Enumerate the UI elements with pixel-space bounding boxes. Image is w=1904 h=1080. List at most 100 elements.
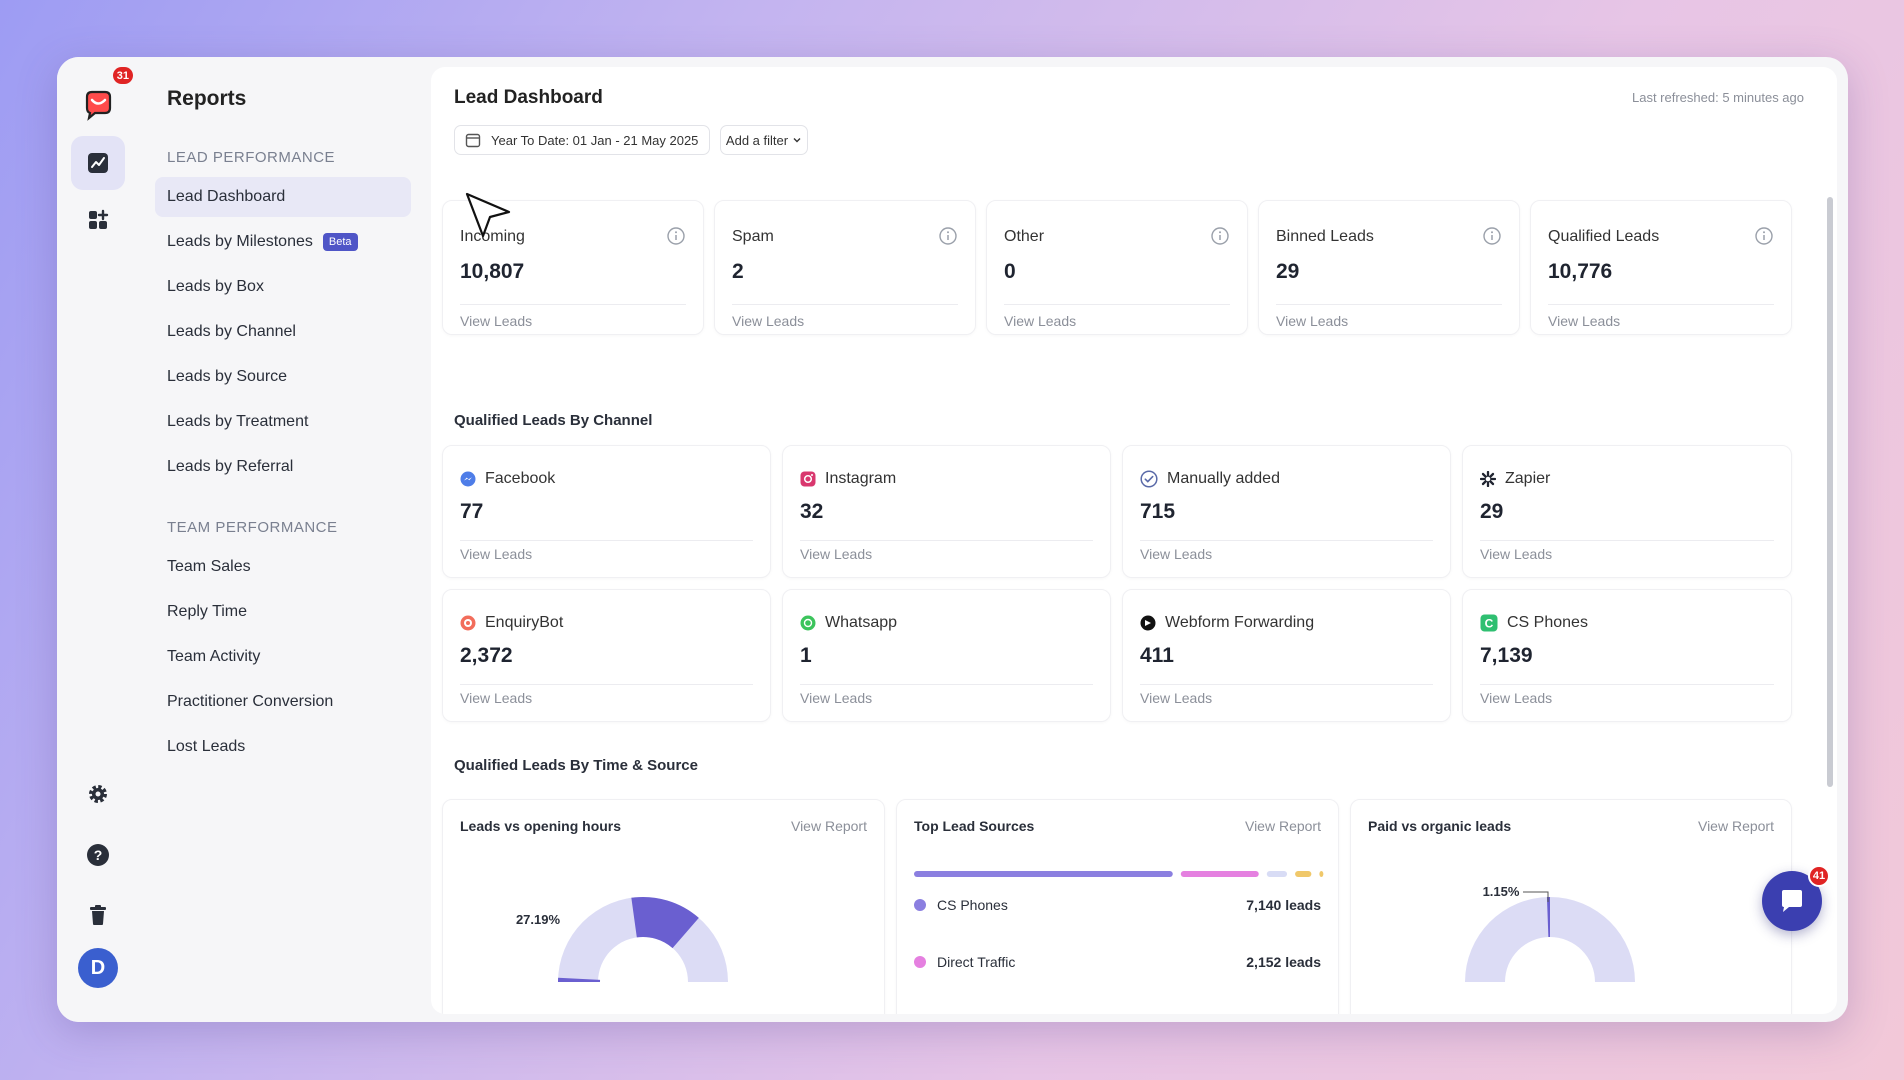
app-logo[interactable]: 31 [71, 67, 133, 131]
chart-card-paid-vs-organic: Paid vs organic leads View Report 1.15% [1350, 799, 1792, 1014]
chart-title: Paid vs organic leads [1368, 818, 1512, 834]
info-icon[interactable] [1754, 226, 1774, 246]
divider [460, 304, 686, 305]
help-button[interactable]: ? [71, 828, 125, 882]
stat-card-qualified-leads: Qualified Leads 10,776 View Leads [1530, 200, 1792, 335]
view-leads-link[interactable]: View Leads [460, 690, 533, 706]
view-leads-link[interactable]: View Leads [1140, 690, 1213, 706]
channels-heading: Qualified Leads By Channel [454, 412, 653, 429]
view-report-link[interactable]: View Report [1697, 818, 1774, 834]
sidebar-item-leads-by-box[interactable]: Leads by Box [155, 267, 411, 307]
legend-value: 2,152 leads [1246, 954, 1321, 970]
chat-logo-icon [85, 90, 112, 121]
stat-card-incoming: Incoming 10,807 View Leads [442, 200, 704, 335]
channel-value: 411 [1140, 644, 1174, 667]
date-range-picker[interactable]: Year To Date: 01 Jan - 21 May 2025 [454, 125, 710, 155]
sidebar-item-leads-by-channel[interactable]: Leads by Channel [155, 312, 411, 352]
legend-row-cs-phones: CS Phones 7,140 leads [914, 897, 1321, 913]
opening-hours-donut-chart: 27.19% [516, 897, 728, 982]
stat-value: 2 [732, 260, 744, 283]
view-leads-link[interactable]: View Leads [1004, 313, 1077, 329]
channel-name: Facebook [485, 470, 556, 487]
channel-name: Instagram [825, 470, 897, 487]
view-leads-link[interactable]: View Leads [1140, 546, 1213, 562]
chart-card-opening-hours: Leads vs opening hours View Report 27.19… [442, 799, 885, 1014]
sidebar-item-label: Leads by Treatment [167, 413, 309, 430]
view-leads-link[interactable]: View Leads [1480, 546, 1553, 562]
sidebar-item-leads-by-referral[interactable]: Leads by Referral [155, 447, 411, 487]
sidebar-item-leads-by-milestones[interactable]: Leads by Milestones Beta [155, 222, 411, 262]
paid-organic-donut-chart: 1.15% [1465, 884, 1635, 982]
sidebar-item-leads-by-treatment[interactable]: Leads by Treatment [155, 402, 411, 442]
bar-segment-other-1 [1295, 871, 1312, 877]
channel-name-row: Webform Forwarding [1140, 614, 1314, 632]
avatar: D [78, 948, 118, 988]
sidebar-item-team-sales[interactable]: Team Sales [155, 547, 411, 587]
zapier-icon [1480, 471, 1496, 487]
view-leads-link[interactable]: View Leads [1548, 313, 1621, 329]
channel-name: EnquiryBot [485, 614, 564, 631]
stat-label: Qualified Leads [1548, 228, 1660, 245]
sidebar-item-label: Leads by Box [167, 278, 264, 295]
channel-name: Webform Forwarding [1165, 614, 1315, 631]
info-icon[interactable] [1210, 226, 1230, 246]
view-leads-link[interactable]: View Leads [460, 313, 533, 329]
view-leads-link[interactable]: View Leads [732, 313, 805, 329]
notification-badge: 31 [112, 67, 133, 84]
view-leads-link[interactable]: View Leads [460, 546, 533, 562]
view-report-link[interactable]: View Report [790, 818, 867, 834]
stat-label: Spam [732, 228, 774, 245]
channel-value: 29 [1480, 500, 1504, 523]
reports-nav-button[interactable] [71, 136, 125, 190]
date-range-label: Year To Date: 01 Jan - 21 May 2025 [491, 132, 699, 148]
channel-card-enquirybot: EnquiryBot 2,372 View Leads [442, 589, 771, 722]
apps-nav-button[interactable] [71, 193, 125, 247]
sidebar-item-label: Lead Dashboard [167, 188, 286, 205]
user-menu-button[interactable]: D [71, 941, 125, 995]
sidebar-item-label: Leads by Milestones [167, 233, 313, 250]
view-leads-link[interactable]: View Leads [800, 690, 873, 706]
info-icon[interactable] [666, 226, 686, 246]
beta-badge: Beta [322, 233, 358, 251]
channel-card-facebook: Facebook 77 View Leads [442, 445, 771, 578]
scrollbar[interactable] [1827, 197, 1833, 787]
divider [1480, 684, 1774, 685]
sidebar-item-label: Leads by Referral [167, 458, 294, 475]
sidebar-item-reply-time[interactable]: Reply Time [155, 592, 411, 632]
view-report-link[interactable]: View Report [1244, 818, 1321, 834]
info-icon[interactable] [1482, 226, 1502, 246]
time-source-heading: Qualified Leads By Time & Source [454, 757, 698, 774]
divider [460, 540, 753, 541]
legend-dot [914, 956, 926, 968]
sidebar-item-team-activity[interactable]: Team Activity [155, 637, 411, 677]
chat-launcher-button[interactable]: 41 [1762, 865, 1830, 931]
channel-value: 2,372 [460, 644, 513, 667]
chart-title: Leads vs opening hours [460, 818, 622, 834]
view-leads-link[interactable]: View Leads [1276, 313, 1349, 329]
trash-button[interactable] [71, 888, 125, 942]
sidebar-item-label: Team Sales [167, 558, 251, 575]
view-leads-link[interactable]: View Leads [1480, 690, 1553, 706]
sidebar-item-lost-leads[interactable]: Lost Leads [155, 727, 411, 767]
stat-value: 29 [1276, 260, 1300, 283]
app-window: 31 ? [57, 57, 1848, 1022]
settings-button[interactable] [71, 767, 125, 821]
channel-card-webform-forwarding: Webform Forwarding 411 View Leads [1122, 589, 1451, 722]
chart-title: Top Lead Sources [914, 818, 1035, 834]
info-icon[interactable] [938, 226, 958, 246]
divider [1140, 684, 1433, 685]
enquirybot-icon [460, 615, 476, 631]
stat-value: 10,807 [460, 260, 525, 283]
add-filter-button[interactable]: Add a filter [720, 125, 808, 155]
channel-value: 77 [460, 500, 484, 523]
svg-text:C: C [1485, 617, 1494, 631]
cs-phones-icon: C [1480, 614, 1498, 632]
sidebar-item-practitioner-conversion[interactable]: Practitioner Conversion [155, 682, 411, 722]
divider [1276, 304, 1502, 305]
view-leads-link[interactable]: View Leads [800, 546, 873, 562]
sidebar-item-lead-dashboard[interactable]: Lead Dashboard [155, 177, 411, 217]
sidebar-item-leads-by-source[interactable]: Leads by Source [155, 357, 411, 397]
trash-icon [90, 905, 106, 925]
channel-value: 7,139 [1480, 644, 1533, 667]
help-icon: ? [87, 844, 109, 866]
